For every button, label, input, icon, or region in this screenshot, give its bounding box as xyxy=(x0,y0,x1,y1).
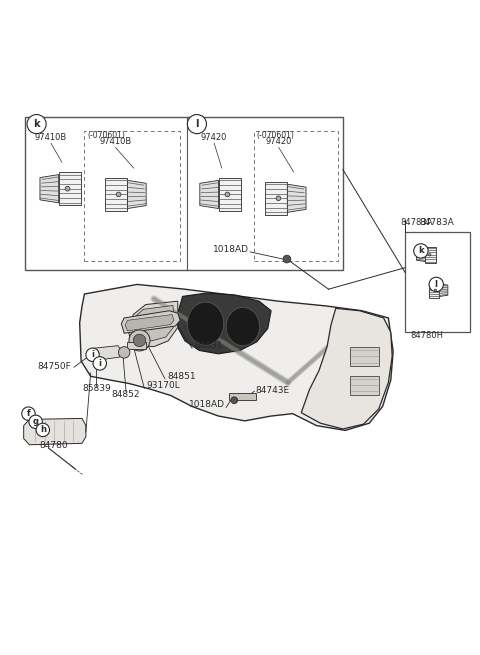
Circle shape xyxy=(22,407,35,421)
Bar xyxy=(350,377,379,394)
Circle shape xyxy=(231,397,238,403)
Circle shape xyxy=(225,192,230,196)
Polygon shape xyxy=(80,284,393,430)
Circle shape xyxy=(414,244,428,258)
Text: 84780: 84780 xyxy=(39,441,68,450)
Text: i: i xyxy=(91,350,94,360)
Circle shape xyxy=(36,423,49,437)
Bar xyxy=(229,393,256,400)
Text: 97410B: 97410B xyxy=(35,133,67,142)
Text: l: l xyxy=(435,280,438,289)
Bar xyxy=(127,343,146,349)
Text: 84783A: 84783A xyxy=(401,217,433,227)
Polygon shape xyxy=(121,310,180,333)
Text: 84852: 84852 xyxy=(112,390,140,399)
Circle shape xyxy=(429,277,444,291)
Circle shape xyxy=(27,115,46,134)
Ellipse shape xyxy=(187,302,224,345)
Circle shape xyxy=(93,357,107,370)
Text: 93170L: 93170L xyxy=(147,381,180,390)
Text: 84851: 84851 xyxy=(167,371,196,381)
Bar xyxy=(265,182,288,215)
Polygon shape xyxy=(88,346,121,361)
Bar xyxy=(59,172,81,205)
Polygon shape xyxy=(439,284,448,297)
Bar xyxy=(425,247,436,263)
Text: k: k xyxy=(418,246,424,255)
Text: 84831: 84831 xyxy=(194,341,223,350)
Bar xyxy=(350,346,379,365)
Polygon shape xyxy=(40,175,59,203)
Text: 84750F: 84750F xyxy=(38,362,72,371)
Circle shape xyxy=(29,415,42,428)
Bar xyxy=(405,232,470,332)
Circle shape xyxy=(86,348,99,362)
Circle shape xyxy=(276,196,281,200)
Text: 84783A: 84783A xyxy=(420,217,454,227)
Polygon shape xyxy=(132,305,174,341)
Text: 1018AD: 1018AD xyxy=(189,400,225,409)
Text: 97420: 97420 xyxy=(201,133,228,142)
Text: f: f xyxy=(26,409,30,418)
Ellipse shape xyxy=(226,307,260,346)
Polygon shape xyxy=(178,293,271,354)
Text: 1018AD: 1018AD xyxy=(213,245,249,254)
Text: i: i xyxy=(98,359,101,368)
Polygon shape xyxy=(24,419,86,445)
Bar xyxy=(105,178,128,211)
Circle shape xyxy=(187,115,206,134)
Polygon shape xyxy=(200,180,218,208)
Polygon shape xyxy=(128,301,178,346)
Text: 97410B: 97410B xyxy=(99,138,132,146)
Circle shape xyxy=(429,253,431,256)
Circle shape xyxy=(65,186,70,191)
Text: 84743E: 84743E xyxy=(256,386,290,395)
Text: g: g xyxy=(33,417,38,426)
Polygon shape xyxy=(417,248,425,261)
Text: 85839: 85839 xyxy=(82,384,111,393)
Circle shape xyxy=(434,289,436,291)
Bar xyxy=(84,131,180,261)
Polygon shape xyxy=(125,314,174,331)
Text: k: k xyxy=(33,119,40,129)
Circle shape xyxy=(133,334,146,346)
Bar xyxy=(24,117,343,270)
Circle shape xyxy=(119,346,130,358)
Polygon shape xyxy=(128,180,146,208)
Polygon shape xyxy=(288,184,306,212)
Bar xyxy=(254,131,338,261)
Bar xyxy=(218,178,241,211)
Text: 97420: 97420 xyxy=(265,138,292,146)
Text: (-070601): (-070601) xyxy=(87,130,125,140)
Text: (-070601): (-070601) xyxy=(256,130,294,140)
Circle shape xyxy=(116,192,121,196)
Text: h: h xyxy=(40,426,46,434)
Bar xyxy=(429,283,439,297)
Polygon shape xyxy=(301,309,392,429)
Circle shape xyxy=(283,255,291,263)
Text: l: l xyxy=(195,119,199,129)
Circle shape xyxy=(129,330,150,351)
Text: 84780H: 84780H xyxy=(410,331,443,340)
